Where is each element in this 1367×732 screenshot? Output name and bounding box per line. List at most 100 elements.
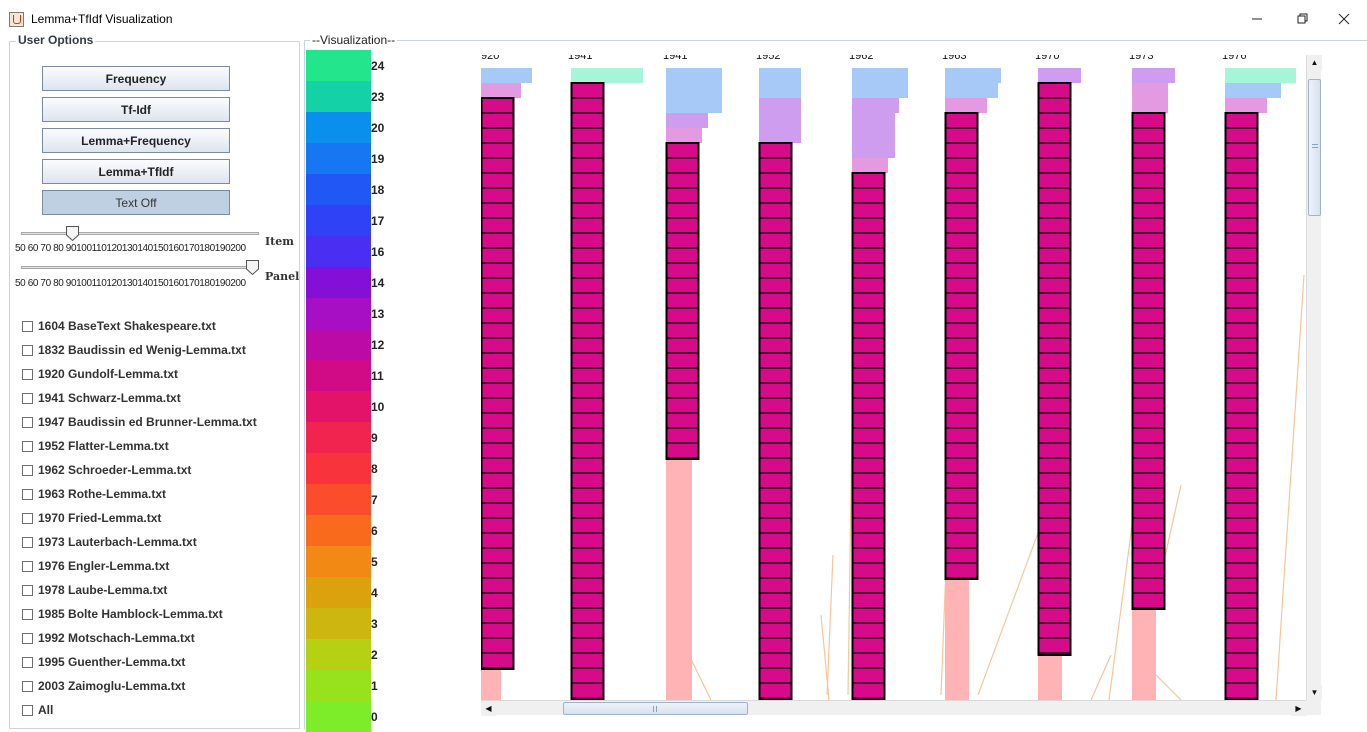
file-label: 1604 BaseText Shakespeare.txt [38,319,216,333]
visualization-svg: 920 1941 1941 1952 1962 1963 1970 1973 1976 [481,55,1305,700]
legend-label: 6 [371,524,378,538]
checkbox-icon[interactable] [22,440,33,452]
checkbox-icon[interactable] [22,488,33,500]
item-slider-track [21,232,259,235]
column-year-label: 1941 [568,55,592,62]
panel-slider[interactable]: 50 60 70 80 9010011012013014015016017018… [15,259,265,295]
vertical-scrollbar[interactable]: ▲ ▼ [1306,55,1322,700]
term-column [1037,82,1072,656]
legend-label: 1 [371,679,378,693]
file-label: 2003 Zaimoglu-Lemma.txt [38,679,186,693]
legend-swatch [306,639,371,670]
checkbox-icon[interactable] [22,344,33,356]
file-label: 1992 Motschach-Lemma.txt [38,631,195,645]
scroll-down-arrow-icon[interactable]: ▼ [1307,685,1322,700]
frequency-tail [666,459,692,700]
file-label: 1947 Baudissin ed Brunner-Lemma.txt [38,415,257,429]
panel-slider-ticks: 50 60 70 80 9010011012013014015016017018… [15,278,246,289]
file-label: 1941 Schwarz-Lemma.txt [38,391,181,405]
file-label: All [38,703,54,717]
restore-button[interactable] [1280,0,1326,38]
file-checkbox-row[interactable]: 1832 Baudissin ed Wenig-Lemma.txt [22,340,246,360]
minimize-button[interactable] [1234,0,1280,38]
legend-swatch [306,608,371,639]
connection-line [826,554,834,696]
close-icon [1338,13,1350,25]
file-checkbox-row[interactable]: 1985 Bolte Hamblock-Lemma.txt [22,604,223,624]
file-checkbox-row[interactable]: 1970 Fried-Lemma.txt [22,508,161,528]
checkbox-icon[interactable] [22,560,33,572]
file-checkbox-row[interactable]: 1604 BaseText Shakespeare.txt [22,316,216,336]
lemma-tfidf-button[interactable]: Lemma+TfIdf [42,159,230,184]
scroll-up-arrow-icon[interactable]: ▲ [1307,55,1322,70]
legend-swatch [306,174,371,205]
visualization-canvas[interactable]: 920 1941 1941 1952 1962 1963 1970 1973 1976 [481,55,1306,700]
item-slider[interactable]: 50 60 70 80 9010011012013014015016017018… [15,223,265,259]
panel-slider-thumb[interactable] [246,260,259,275]
term-column [758,142,793,700]
checkbox-icon[interactable] [22,368,33,380]
close-button[interactable] [1321,0,1367,38]
file-checkbox-row[interactable]: 1976 Engler-Lemma.txt [22,556,169,576]
connection-line [1275,274,1305,700]
legend-swatch [306,577,371,608]
term-column [1224,112,1259,700]
item-slider-thumb[interactable] [66,226,79,241]
legend-label: 7 [371,493,378,507]
file-checkbox-row[interactable]: 1992 Motschach-Lemma.txt [22,628,195,648]
stack-segment [666,68,722,113]
legend-label: 10 [371,400,385,414]
legend-label: 18 [371,183,385,197]
file-checkbox-row[interactable]: 1947 Baudissin ed Brunner-Lemma.txt [22,412,257,432]
frequency-button[interactable]: Frequency [42,66,230,91]
checkbox-icon[interactable] [22,536,33,548]
legend-label: 23 [371,90,385,104]
checkbox-icon[interactable] [22,320,33,332]
legend-swatch [306,422,371,453]
checkbox-icon[interactable] [22,512,33,524]
legend-label: 2 [371,648,378,662]
file-checkbox-row[interactable]: 1973 Lauterbach-Lemma.txt [22,532,197,552]
checkbox-icon[interactable] [22,584,33,596]
stack-segment [945,68,1001,83]
scroll-left-arrow-icon[interactable]: ◀ [481,701,496,716]
legend-swatch [306,329,371,360]
checkbox-icon[interactable] [22,632,33,644]
checkbox-icon[interactable] [22,704,33,716]
checkbox-icon[interactable] [22,416,33,428]
tfidf-button[interactable]: Tf-Idf [42,97,230,122]
stack-segment [1225,83,1281,98]
checkbox-icon[interactable] [22,608,33,620]
column-year-label: 920 [481,55,499,62]
file-checkbox-row[interactable]: 1978 Laube-Lemma.txt [22,580,167,600]
file-checkbox-row[interactable]: 1962 Schroeder-Lemma.txt [22,460,191,480]
file-checkbox-row[interactable]: 1952 Flatter-Lemma.txt [22,436,169,456]
file-label: 1976 Engler-Lemma.txt [38,559,170,573]
scroll-right-arrow-icon[interactable]: ▶ [1291,701,1306,716]
stack-segment [852,158,888,173]
horizontal-scroll-thumb[interactable] [563,702,748,715]
frequency-tail [945,579,969,700]
stack-segment [945,98,987,113]
checkbox-icon[interactable] [22,680,33,692]
file-label: 1920 Gundolf-Lemma.txt [38,367,179,381]
legend-label: 4 [371,586,378,600]
all-files-checkbox-row[interactable]: All [22,700,53,720]
stack-segment [481,83,521,98]
term-column [570,82,605,700]
file-checkbox-row[interactable]: 1995 Guenther-Lemma.txt [22,652,185,672]
user-options-title: User Options [16,33,96,47]
text-off-button[interactable]: Text Off [42,190,230,215]
vertical-scroll-thumb[interactable] [1308,79,1321,216]
file-checkbox-row[interactable]: 1941 Schwarz-Lemma.txt [22,388,181,408]
horizontal-scrollbar[interactable]: ◀ ▶ [481,700,1321,716]
legend-swatch [306,267,371,298]
checkbox-icon[interactable] [22,392,33,404]
file-checkbox-row[interactable]: 1920 Gundolf-Lemma.txt [22,364,178,384]
checkbox-icon[interactable] [22,464,33,476]
file-checkbox-row[interactable]: 1963 Rothe-Lemma.txt [22,484,166,504]
lemma-frequency-button[interactable]: Lemma+Frequency [42,128,230,153]
title-bar: Lemma+TfIdf Visualization [0,0,1367,38]
file-checkbox-row[interactable]: 2003 Zaimoglu-Lemma.txt [22,676,185,696]
checkbox-icon[interactable] [22,656,33,668]
